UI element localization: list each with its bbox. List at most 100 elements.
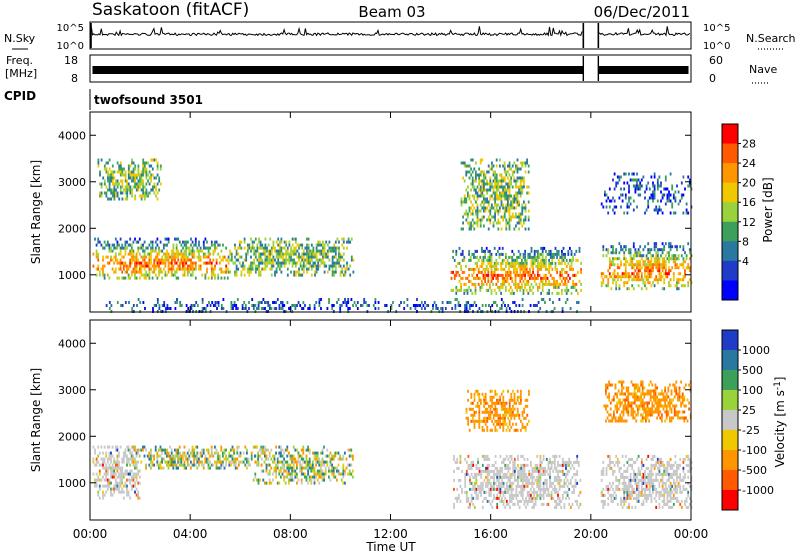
echo-cell (342, 475, 345, 479)
echo-cell (489, 261, 491, 265)
echo-cell (154, 258, 157, 262)
echo-cell (134, 481, 136, 485)
echo-cell (275, 252, 278, 256)
echo-cell (664, 187, 667, 191)
echo-cell (470, 167, 472, 171)
echo-cell (328, 246, 331, 250)
echo-cell (491, 505, 494, 509)
echo-cell (517, 285, 520, 289)
echo-cell (531, 475, 534, 479)
echo-cell (492, 273, 494, 277)
echo-cell (156, 243, 159, 247)
echo-cell (156, 237, 159, 241)
echo-cell (127, 167, 130, 171)
echo-cell (251, 264, 254, 268)
echo-cell (308, 307, 311, 310)
echo-cell (246, 466, 248, 470)
echo-cell (122, 261, 125, 265)
echo-cell (185, 255, 188, 259)
echo-cell (496, 475, 499, 479)
echo-cell (334, 451, 337, 455)
echo-cell (116, 445, 119, 449)
echo-cell (687, 281, 690, 285)
echo-cell (175, 463, 178, 467)
echo-cell (460, 276, 462, 280)
echo-cell (139, 194, 141, 198)
echo-cell (505, 270, 507, 274)
echo-cell (487, 164, 490, 168)
echo-cell (668, 281, 670, 285)
echo-cell (318, 463, 321, 467)
echo-cell (551, 258, 554, 262)
echo-cell (178, 454, 181, 458)
echo-cell (129, 496, 132, 500)
echo-cell (645, 275, 648, 279)
echo-cell (511, 212, 514, 216)
echo-cell (264, 243, 267, 247)
echo-cell (320, 261, 323, 265)
echo-cell (505, 206, 508, 210)
echo-cell (272, 258, 275, 262)
echo-cell (127, 164, 130, 168)
echo-cell (183, 240, 186, 244)
echo-cell (130, 249, 133, 253)
echo-cell (288, 240, 291, 244)
echo-cell (111, 487, 114, 491)
echo-cell (461, 258, 464, 262)
echo-cell (503, 267, 506, 271)
echo-cell (529, 475, 532, 479)
echo-cell (656, 181, 659, 185)
echo-cell (510, 475, 513, 479)
echo-cell (329, 469, 332, 473)
echo-cell (490, 252, 493, 256)
echo-cell (172, 267, 175, 271)
echo-cell (465, 218, 468, 222)
echo-cell (134, 164, 137, 168)
echo-cell (294, 249, 297, 253)
echo-cell (330, 249, 332, 253)
echo-cell (262, 451, 265, 455)
echo-cell (607, 281, 610, 285)
echo-cell (557, 490, 559, 494)
echo-cell (459, 460, 462, 464)
echo-cell (348, 463, 351, 467)
echo-cell (108, 182, 111, 186)
echo-cell (307, 243, 310, 247)
echo-cell (270, 252, 273, 256)
echo-cell (148, 170, 151, 174)
echo-cell (483, 490, 486, 494)
echo-cell (230, 307, 233, 310)
echo-cell (494, 203, 496, 207)
echo-cell (180, 243, 183, 247)
echo-cell (331, 466, 333, 470)
echo-cell (140, 460, 143, 464)
echo-cell (207, 451, 210, 455)
echo-cell (644, 284, 646, 288)
echo-cell (473, 221, 476, 225)
echo-cell (568, 460, 571, 464)
echo-cell (276, 298, 279, 301)
echo-cell (153, 267, 156, 271)
echo-cell (130, 252, 133, 256)
echo-cell (558, 478, 561, 482)
echo-cell (286, 267, 289, 271)
echo-cell (122, 472, 125, 476)
echo-cell (129, 243, 132, 247)
echo-cell (495, 252, 498, 256)
echo-cell (110, 460, 112, 464)
echo-cell (505, 191, 508, 195)
echo-cell (497, 267, 499, 271)
echo-cell (473, 410, 476, 414)
echo-cell (193, 448, 195, 452)
echo-cell (119, 179, 122, 183)
echo-cell (561, 484, 564, 488)
echo-cell (672, 211, 675, 215)
echo-cell (158, 448, 160, 452)
colorbar-swatch (722, 182, 738, 203)
echo-cell (275, 261, 278, 265)
echo-cell (660, 184, 662, 188)
echo-cell (280, 451, 282, 455)
echo-cell (485, 490, 487, 494)
echo-cell (475, 191, 477, 195)
echo-cell (464, 457, 467, 461)
